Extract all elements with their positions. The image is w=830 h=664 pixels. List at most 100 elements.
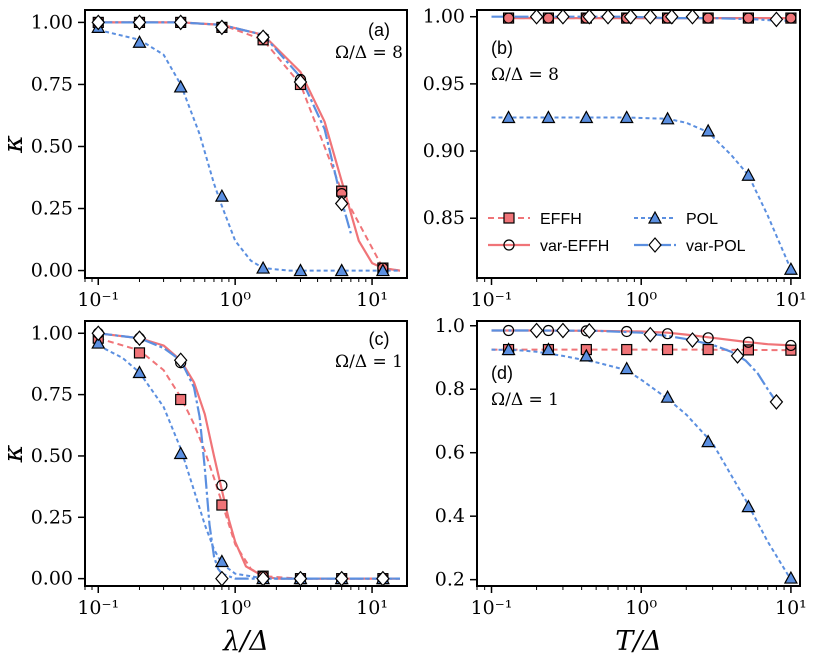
marker-pol: [132, 365, 147, 379]
marker-pol: [91, 335, 106, 349]
series-line-var-pol: [98, 332, 400, 580]
x-axis-label: T/Δ: [615, 626, 662, 657]
y-tick-label: 0.00: [31, 260, 73, 282]
marker-pol: [660, 389, 675, 403]
marker-pol: [783, 262, 798, 275]
marker-var-pol: [256, 29, 270, 46]
y-axis-label: κ: [0, 135, 29, 154]
panel-parameter-note: Ω/Δ = 8: [335, 43, 403, 63]
plot-frame: [84, 320, 408, 587]
marker-effh: [702, 343, 714, 356]
marker-var-pol: [91, 325, 106, 342]
plot-frame: [476, 9, 801, 279]
marker-var-effh: [542, 324, 555, 337]
marker-pol: [293, 263, 308, 277]
y-tick-label: 0.50: [31, 135, 73, 157]
plot-frame: [84, 9, 408, 279]
marker-var-pol: [215, 19, 229, 36]
marker-var-pol: [173, 352, 188, 369]
legend-label-var-pol: var-POL: [686, 238, 746, 255]
marker-effh: [175, 393, 187, 406]
x-tick-label: 10⁻¹: [471, 289, 513, 311]
marker-effh: [133, 347, 146, 359]
marker-var-pol: [293, 570, 308, 586]
marker-var-pol: [529, 10, 544, 25]
marker-pol: [501, 342, 516, 356]
panel-parameter-note: Ω/Δ = 1: [335, 352, 403, 372]
x-tick-label: 10¹: [775, 289, 807, 311]
marker-pol: [541, 110, 556, 124]
series-line-pol: [97, 344, 400, 580]
marker-var-effh: [785, 339, 797, 352]
marker-var-effh: [702, 332, 714, 344]
marker-var-pol: [664, 10, 679, 25]
marker-var-effh: [216, 479, 228, 491]
x-tick-label: 10⁻¹: [471, 597, 513, 619]
marker-pol: [375, 263, 390, 277]
legend-marker-var-pol: [648, 237, 662, 253]
marker-var-pol: [556, 322, 570, 339]
y-tick-label: 0.6: [435, 442, 465, 464]
marker-effh: [216, 499, 228, 511]
panel-c: 10⁻¹ 10⁰ 10¹ 0.00 0.25 0.50 0.75 1.00 κ λ/Δ (c) Ω/Δ…: [0, 320, 408, 657]
legend-label-effh: EFFH: [540, 211, 582, 228]
marker-var-pol: [376, 570, 390, 586]
marker-var-effh: [702, 12, 714, 24]
y-tick-label: 1.0: [435, 315, 465, 337]
marker-pol: [701, 434, 716, 448]
marker-var-effh: [661, 328, 674, 340]
marker-pol: [619, 110, 634, 124]
y-tick-label: 1.00: [31, 322, 73, 344]
marker-pol: [501, 110, 516, 124]
x-tick-label: 10¹: [356, 289, 388, 311]
marker-var-pol: [769, 11, 784, 28]
legend-label-var-effh: var-EFFH: [540, 238, 609, 255]
marker-effh: [742, 344, 754, 356]
legend: EFFH var-EFFH POL var-POL: [488, 210, 746, 255]
marker-pol: [579, 348, 594, 362]
panel-tag: (b): [491, 38, 513, 58]
legend-marker-pol: [647, 210, 663, 224]
marker-var-pol: [601, 10, 615, 25]
marker-var-pol: [556, 10, 570, 25]
legend-label-pol: POL: [686, 211, 718, 228]
marker-var-pol: [730, 347, 745, 364]
y-axis-label: κ: [0, 444, 29, 463]
marker-effh: [661, 343, 674, 356]
y-tick-label: 0.25: [31, 506, 73, 528]
legend-marker-effh: [503, 212, 515, 224]
y-tick-label: 1.00: [31, 11, 73, 33]
marker-var-effh: [742, 12, 754, 24]
y-tick-label: 0.90: [423, 140, 465, 162]
series-line-pol: [491, 116, 792, 270]
marker-pol: [334, 263, 349, 277]
marker-pol: [256, 260, 271, 274]
y-tick-label: 0.95: [423, 73, 465, 95]
series-line-var-pol: [491, 15, 791, 22]
marker-pol: [660, 111, 675, 125]
x-tick-label: 10⁻¹: [77, 597, 119, 619]
marker-var-effh: [502, 324, 515, 337]
marker-var-effh: [621, 325, 633, 338]
marker-pol: [132, 35, 147, 48]
marker-var-effh: [742, 336, 754, 348]
panel-parameter-note: Ω/Δ = 8: [491, 65, 559, 85]
x-tick-label: 10⁰: [625, 289, 657, 311]
marker-var-pol: [685, 10, 700, 25]
marker-pol: [541, 342, 556, 356]
x-tick-label: 10⁰: [219, 597, 251, 619]
x-axis-label: λ/Δ: [222, 626, 269, 657]
marker-var-pol: [256, 570, 270, 586]
panel-tag: (c): [369, 329, 390, 349]
x-tick-label: 10⁰: [219, 289, 251, 311]
plot-frame: [476, 320, 801, 587]
y-tick-label: 0.4: [435, 505, 465, 527]
marker-var-pol: [582, 10, 597, 25]
series-line-pol: [98, 28, 400, 272]
x-tick-label: 10⁻¹: [77, 289, 119, 311]
marker-var-pol: [132, 330, 147, 347]
marker-pol: [214, 188, 229, 202]
marker-pol: [783, 570, 798, 584]
marker-var-effh: [785, 12, 797, 24]
